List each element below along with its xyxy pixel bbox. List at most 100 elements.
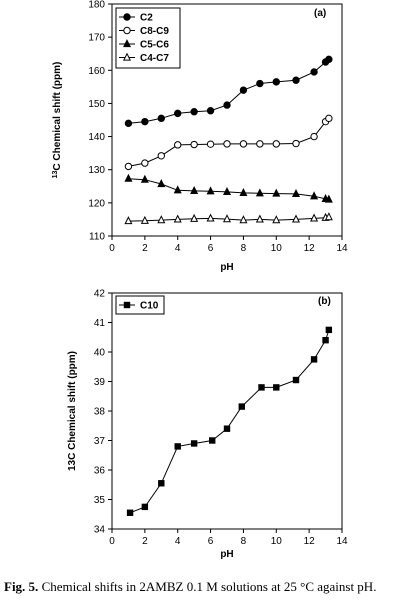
data-point — [292, 376, 300, 384]
x-tick-label: 2 — [142, 243, 148, 254]
figure-caption: Fig. 5. Chemical shifts in 2AMBZ 0.1 M s… — [4, 580, 416, 593]
panel-label-b: (b) — [318, 296, 331, 307]
data-point — [140, 174, 149, 183]
data-point — [310, 356, 318, 363]
data-point — [158, 480, 165, 487]
data-point — [206, 213, 215, 222]
legend-marker — [123, 26, 131, 35]
series-c10 — [126, 326, 333, 516]
data-point — [310, 132, 318, 141]
data-point — [310, 191, 319, 200]
series-c4-c7 — [124, 212, 333, 225]
data-point — [157, 114, 165, 123]
data-point — [310, 68, 318, 76]
data-point — [238, 403, 245, 410]
x-axis-title: pH — [220, 549, 233, 560]
data-point — [190, 186, 199, 195]
y-tick-label: 39 — [94, 377, 106, 388]
y-tick-label: 41 — [94, 318, 106, 329]
x-tick-label: 8 — [241, 243, 247, 254]
x-tick-label: 4 — [175, 243, 181, 254]
data-point — [124, 216, 133, 225]
x-tick-label: 6 — [208, 243, 214, 254]
data-point — [174, 443, 181, 450]
data-point — [255, 188, 264, 197]
x-tick-label: 0 — [109, 536, 115, 547]
legend-marker — [123, 301, 131, 309]
legend-label: C10 — [140, 301, 159, 312]
data-point — [325, 114, 333, 123]
data-point — [209, 437, 216, 444]
legend-a: C2 C8-C9 C5-C6 C4-C7 — [115, 7, 181, 69]
y-tick-label: 170 — [88, 33, 105, 44]
data-point — [239, 86, 248, 94]
x-tick-label: 4 — [175, 536, 181, 547]
x-tick-label: 10 — [271, 243, 283, 254]
data-point — [310, 213, 319, 222]
plot-frame-b — [111, 292, 343, 530]
data-point — [223, 425, 231, 432]
legend-label: C2 — [140, 13, 153, 24]
legend-entry: C4-C7 — [119, 52, 169, 64]
y-tick-label: 120 — [88, 198, 105, 209]
y-tick-label: 150 — [88, 99, 105, 110]
data-point — [206, 186, 215, 195]
data-point — [157, 179, 166, 188]
y-tick-label: 36 — [94, 466, 106, 477]
caption-text: Chemical shifts in 2AMBZ 0.1 M solutions… — [41, 579, 377, 594]
data-point — [157, 215, 166, 224]
y-tick-label: 160 — [88, 66, 105, 77]
data-point — [124, 119, 133, 128]
series-line — [128, 216, 330, 222]
legend-marker — [123, 13, 131, 21]
data-point — [222, 214, 232, 223]
x-tick-label: 2 — [142, 536, 148, 547]
legend-entry: C8-C9 — [119, 26, 169, 37]
x-tick-label: 14 — [336, 536, 348, 547]
data-point — [255, 214, 264, 223]
y-tick-label: 34 — [94, 525, 106, 536]
legend-label: C8-C9 — [140, 26, 169, 37]
y-tick-label: 35 — [94, 495, 106, 506]
data-point — [272, 215, 281, 224]
data-point — [222, 187, 232, 196]
data-point — [272, 140, 280, 148]
data-point — [126, 509, 134, 516]
data-point — [190, 440, 198, 447]
data-point — [174, 109, 182, 118]
data-point — [140, 215, 149, 224]
data-point — [239, 187, 248, 197]
series-line — [128, 58, 330, 124]
x-tick-label: 10 — [271, 536, 283, 547]
legend-label: C5-C6 — [140, 40, 169, 51]
panel-label-a: (a) — [314, 8, 326, 19]
data-point — [256, 140, 264, 148]
plot-frame-a — [111, 3, 343, 237]
data-point — [206, 140, 215, 148]
data-point — [272, 188, 281, 197]
series-c5-c6 — [124, 173, 333, 203]
data-point — [206, 107, 215, 115]
data-point — [239, 215, 248, 224]
legend-box — [115, 295, 165, 315]
data-point — [173, 185, 182, 194]
legend-b: C10 — [115, 295, 165, 315]
y-tick-label: 42 — [94, 289, 106, 300]
y-tick-label: 40 — [94, 348, 106, 359]
data-point — [190, 213, 199, 222]
x-tick-label: 12 — [304, 536, 316, 547]
y-tick-label: 130 — [88, 165, 105, 176]
x-axis-title: pH — [220, 262, 233, 273]
legend-entry: C10 — [119, 301, 159, 312]
legend-marker — [122, 39, 132, 48]
data-point — [157, 152, 165, 160]
y-axis-title-superscript: 13 — [52, 170, 59, 178]
data-point — [324, 212, 333, 221]
data-point — [272, 78, 280, 86]
data-point — [273, 384, 280, 391]
x-tick-label: 12 — [304, 243, 316, 254]
x-tick-label: 6 — [208, 536, 214, 547]
data-point — [324, 194, 333, 203]
legend-marker — [122, 52, 132, 61]
data-point — [190, 108, 198, 116]
